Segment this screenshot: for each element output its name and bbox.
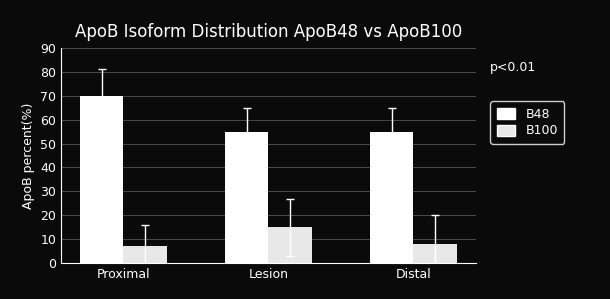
Bar <box>80 96 123 263</box>
Bar <box>268 227 312 263</box>
Bar <box>414 244 457 263</box>
Bar <box>225 132 268 263</box>
Text: p<0.01: p<0.01 <box>490 61 537 74</box>
Bar <box>370 132 414 263</box>
Title: ApoB Isoform Distribution ApoB48 vs ApoB100: ApoB Isoform Distribution ApoB48 vs ApoB… <box>75 23 462 41</box>
Y-axis label: ApoB percent(%): ApoB percent(%) <box>21 102 35 209</box>
Bar <box>123 246 167 263</box>
Legend: B48, B100: B48, B100 <box>490 101 564 144</box>
